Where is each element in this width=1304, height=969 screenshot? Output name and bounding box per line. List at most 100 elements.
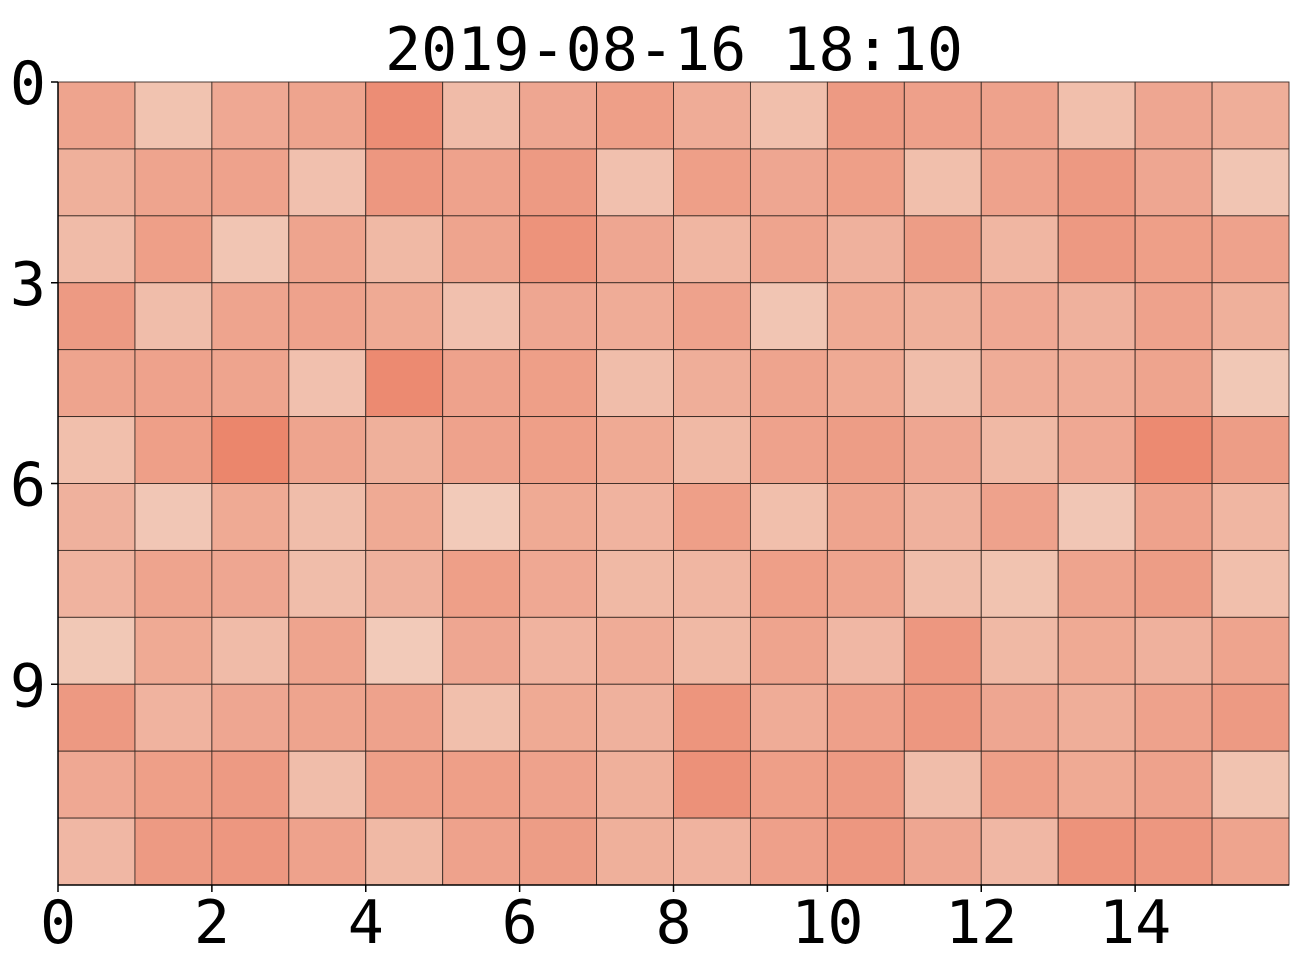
x-tick-label: 14 — [1099, 888, 1171, 958]
heatmap-cell — [903, 683, 982, 752]
heatmap-cell — [1057, 549, 1136, 618]
heatmap-cell — [673, 483, 751, 551]
heatmap-cell — [749, 416, 828, 484]
heatmap-cell — [1057, 148, 1136, 217]
heatmap-cell — [1211, 282, 1290, 351]
heatmap-cell — [288, 817, 367, 886]
heatmap-cell — [1057, 683, 1136, 752]
heatmap-cell — [980, 483, 1059, 551]
heatmap-cell — [365, 616, 444, 685]
heatmap-cell — [57, 416, 136, 484]
heatmap-cell — [903, 750, 982, 819]
heatmap-cell — [442, 483, 521, 551]
heatmap-cell — [749, 483, 828, 551]
heatmap-cell — [365, 683, 444, 752]
heatmap-cell — [134, 215, 213, 284]
heatmap-cell — [57, 683, 136, 752]
heatmap-cell — [442, 148, 521, 217]
heatmap-cell — [288, 683, 367, 752]
heatmap-cell — [365, 81, 444, 150]
heatmap-cell — [980, 282, 1059, 351]
heatmap-cell — [519, 349, 598, 418]
x-tick-label: 6 — [502, 888, 538, 958]
heatmap-cell — [1057, 282, 1136, 351]
heatmap-cell — [596, 282, 674, 351]
heatmap-cell — [749, 282, 828, 351]
heatmap-cell — [211, 282, 290, 351]
heatmap-cell — [980, 683, 1059, 752]
heatmap-cell — [134, 349, 213, 418]
heatmap-cell — [826, 349, 905, 418]
heatmap-cell — [519, 616, 598, 685]
heatmap-cell — [1211, 683, 1290, 752]
heatmap-cell — [980, 148, 1059, 217]
heatmap-cell — [134, 148, 213, 217]
heatmap-cell — [903, 148, 982, 217]
heatmap-cell — [596, 683, 674, 752]
heatmap-cell — [749, 148, 828, 217]
heatmap-cell — [1057, 750, 1136, 819]
heatmap-cell — [826, 750, 905, 819]
heatmap-cell — [980, 750, 1059, 819]
heatmap-cell — [1057, 349, 1136, 418]
heatmap-cell — [365, 349, 444, 418]
heatmap-cell — [211, 215, 290, 284]
heatmap-cell — [826, 817, 905, 886]
heatmap-cell — [826, 683, 905, 752]
heatmap-cell — [57, 215, 136, 284]
heatmap-cell — [596, 817, 674, 886]
y-tick-label: 3 — [10, 250, 46, 320]
heatmap-cell — [57, 750, 136, 819]
heatmap-cell — [1211, 750, 1290, 819]
heatmap-cell — [1134, 616, 1213, 685]
heatmap-cell — [826, 81, 905, 150]
heatmap-cell — [1134, 349, 1213, 418]
heatmap-cell — [442, 549, 521, 618]
heatmap-cell — [1134, 817, 1213, 886]
chart-title: 2019-08-16 18:10 — [385, 15, 963, 85]
heatmap-cell — [57, 81, 136, 150]
heatmap-cell — [519, 683, 598, 752]
heatmap-cell — [980, 817, 1059, 886]
x-tick-label: 2 — [194, 888, 230, 958]
heatmap-cell — [365, 416, 444, 484]
heatmap-cell — [596, 616, 674, 685]
heatmap-cell — [442, 81, 521, 150]
heatmap-cell — [749, 750, 828, 819]
heatmap-cell — [673, 549, 751, 618]
heatmap-cell — [519, 416, 598, 484]
heatmap-cell — [365, 148, 444, 217]
heatmap-cell — [673, 616, 751, 685]
heatmap-cell — [519, 817, 598, 886]
heatmap-cell — [1134, 282, 1213, 351]
heatmap-cell — [826, 616, 905, 685]
tick-labels: 0 2 4 6 8 10 12 14 0 3 6 9 — [10, 49, 1171, 958]
heatmap-cell — [826, 416, 905, 484]
heatmap-cell — [211, 616, 290, 685]
heatmap-cell — [288, 282, 367, 351]
heatmap-cell — [442, 416, 521, 484]
heatmap-cell — [673, 416, 751, 484]
y-tick-label: 0 — [10, 49, 46, 119]
heatmap-cell — [57, 549, 136, 618]
heatmap-cell — [365, 215, 444, 284]
heatmap-cell — [1134, 549, 1213, 618]
heatmap-cell — [1134, 750, 1213, 819]
heatmap-cell — [749, 817, 828, 886]
heatmap-cell — [903, 549, 982, 618]
heatmap-cell — [826, 148, 905, 217]
heatmap-cell — [519, 549, 598, 618]
heatmap-cell — [442, 817, 521, 886]
heatmap-cell — [57, 817, 136, 886]
heatmap-cell — [596, 148, 674, 217]
heatmap-cell — [673, 750, 751, 819]
heatmap-cell — [211, 81, 290, 150]
x-tick-label: 8 — [655, 888, 691, 958]
heatmap-cell — [442, 750, 521, 819]
heatmap-cell — [596, 750, 674, 819]
x-tick-label: 4 — [348, 888, 384, 958]
heatmap-cell — [365, 549, 444, 618]
heatmap-cell — [519, 215, 598, 284]
heatmap-cell — [826, 282, 905, 351]
